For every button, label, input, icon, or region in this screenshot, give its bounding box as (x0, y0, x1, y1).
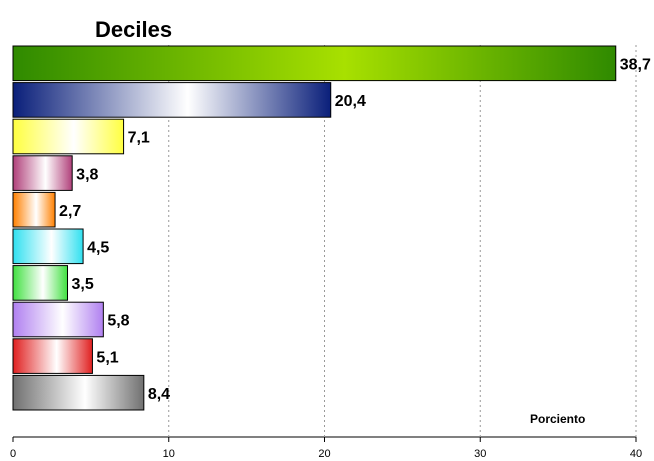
data-label: 3,8 (76, 166, 98, 183)
bar (12, 82, 332, 118)
bar (12, 228, 84, 265)
data-label: 5,1 (96, 349, 118, 366)
data-label: 3,5 (72, 276, 94, 293)
bar (12, 118, 125, 155)
bar (12, 374, 145, 411)
x-tick-label: 0 (10, 448, 16, 460)
bar (12, 45, 617, 82)
data-label: 7,1 (128, 130, 150, 147)
bar (12, 191, 56, 228)
data-label: 8,4 (148, 386, 170, 403)
bar (12, 338, 93, 374)
data-label: 38,7 (620, 57, 651, 74)
x-tick-label: 20 (318, 448, 330, 460)
data-label: 4,5 (87, 240, 109, 257)
data-label: 5,8 (107, 313, 129, 330)
chart-title: Deciles (95, 17, 172, 42)
bar (12, 155, 73, 191)
bar (12, 265, 69, 301)
data-label: 2,7 (59, 203, 81, 220)
bar (12, 301, 104, 338)
data-label: 20,4 (335, 93, 366, 110)
x-tick-label: 30 (474, 448, 486, 460)
axis-label: Porciento (530, 412, 585, 426)
x-tick-label: 10 (163, 448, 175, 460)
x-tick-label: 40 (630, 448, 642, 460)
